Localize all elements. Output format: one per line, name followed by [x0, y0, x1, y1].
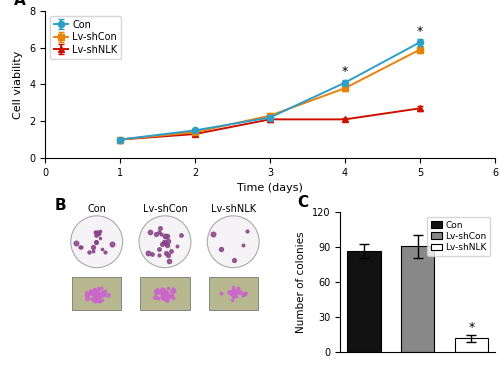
Legend: Con, Lv-shCon, Lv-shNLK: Con, Lv-shCon, Lv-shNLK — [428, 217, 490, 256]
FancyBboxPatch shape — [140, 277, 190, 310]
Legend: Con, Lv-shCon, Lv-shNLK: Con, Lv-shCon, Lv-shNLK — [50, 16, 121, 58]
Circle shape — [139, 216, 191, 268]
Circle shape — [208, 216, 259, 268]
Text: *: * — [468, 321, 474, 334]
Y-axis label: Number of colonies: Number of colonies — [296, 232, 306, 333]
Text: *: * — [417, 25, 423, 38]
FancyBboxPatch shape — [72, 277, 122, 310]
X-axis label: Time (days): Time (days) — [237, 183, 303, 193]
Bar — [454, 338, 488, 352]
FancyBboxPatch shape — [208, 277, 258, 310]
Y-axis label: Cell viability: Cell viability — [14, 50, 24, 119]
Text: B: B — [54, 197, 66, 212]
Text: C: C — [297, 195, 308, 210]
Bar — [347, 251, 380, 352]
Text: A: A — [14, 0, 25, 8]
Circle shape — [71, 216, 122, 268]
Text: Lv-shCon: Lv-shCon — [142, 204, 188, 214]
Text: Con: Con — [88, 204, 106, 214]
Text: *: * — [342, 65, 348, 78]
Bar — [401, 246, 434, 352]
Text: Lv-shNLK: Lv-shNLK — [210, 204, 256, 214]
